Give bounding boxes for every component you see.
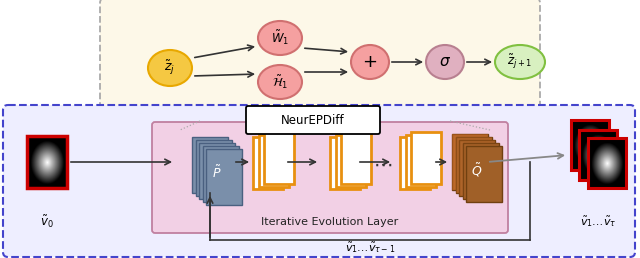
FancyBboxPatch shape [463,143,499,199]
Ellipse shape [148,50,192,86]
FancyBboxPatch shape [100,0,540,126]
FancyBboxPatch shape [3,105,635,257]
Text: Iterative Evolution Layer: Iterative Evolution Layer [261,217,399,227]
FancyBboxPatch shape [456,137,492,193]
FancyBboxPatch shape [192,137,228,193]
FancyBboxPatch shape [152,122,508,233]
Ellipse shape [258,65,302,99]
FancyBboxPatch shape [264,132,294,184]
FancyBboxPatch shape [199,143,235,199]
FancyBboxPatch shape [452,134,488,190]
FancyBboxPatch shape [202,146,239,202]
Ellipse shape [426,45,464,79]
Ellipse shape [351,45,389,79]
FancyBboxPatch shape [259,134,289,187]
Text: $\tilde{z}_{j+1}$: $\tilde{z}_{j+1}$ [508,53,532,71]
FancyBboxPatch shape [411,132,441,184]
Ellipse shape [258,21,302,55]
Text: $\tilde{z}_j$: $\tilde{z}_j$ [164,59,175,77]
FancyBboxPatch shape [463,143,499,199]
Text: $\tilde{P}$: $\tilde{P}$ [212,165,221,181]
FancyBboxPatch shape [206,149,242,205]
FancyBboxPatch shape [195,140,232,196]
Text: $\tilde{v}_1 \ldots \tilde{v}_{\tau-1}$: $\tilde{v}_1 \ldots \tilde{v}_{\tau-1}$ [345,240,395,255]
FancyBboxPatch shape [335,134,365,187]
Text: $\cdots$: $\cdots$ [373,155,392,173]
Text: $\tilde{Q}$: $\tilde{Q}$ [471,161,483,179]
FancyBboxPatch shape [400,137,430,189]
FancyBboxPatch shape [466,146,502,202]
Text: $+$: $+$ [362,53,378,71]
FancyBboxPatch shape [246,106,380,134]
Text: $\tilde{\mathcal{H}}_1$: $\tilde{\mathcal{H}}_1$ [272,73,288,91]
FancyBboxPatch shape [330,137,360,189]
Text: $\tilde{v}_0$: $\tilde{v}_0$ [40,214,54,230]
Text: $\tilde{v}_1 \ldots \tilde{v}_{\tau}$: $\tilde{v}_1 \ldots \tilde{v}_{\tau}$ [580,215,616,229]
Text: $\sigma$: $\sigma$ [439,54,451,69]
FancyBboxPatch shape [452,134,488,190]
FancyBboxPatch shape [406,134,435,187]
Text: $\tilde{W}_1$: $\tilde{W}_1$ [271,29,289,47]
Text: NeurEPDiff: NeurEPDiff [281,114,345,126]
Ellipse shape [495,45,545,79]
FancyBboxPatch shape [459,140,495,196]
FancyBboxPatch shape [456,137,492,193]
FancyBboxPatch shape [459,140,495,196]
FancyBboxPatch shape [253,137,283,189]
FancyBboxPatch shape [341,132,371,184]
